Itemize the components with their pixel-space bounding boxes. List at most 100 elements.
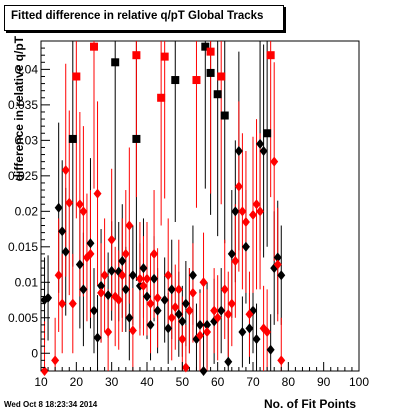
timestamp-footer: Wed Oct 8 18:23:34 2014 (4, 400, 98, 409)
data-point (132, 51, 141, 60)
data-point (157, 93, 166, 102)
data-point (128, 270, 137, 281)
data-point (104, 326, 113, 337)
data-point (79, 284, 88, 295)
data-point (174, 309, 183, 320)
data-point (111, 58, 120, 67)
data-point (256, 138, 265, 149)
x-tick-label: 80 (282, 375, 296, 389)
data-point (44, 292, 53, 303)
data-point (259, 146, 268, 156)
x-tick-label: 10 (34, 375, 48, 389)
data-point (93, 332, 102, 343)
data-point (266, 344, 275, 355)
data-point (234, 146, 243, 156)
y-tick-label: 0.035 (8, 98, 38, 112)
data-point (277, 270, 286, 281)
data-point (150, 273, 159, 284)
data-point (273, 259, 282, 270)
data-point (160, 52, 169, 61)
x-tick-label: 40 (140, 375, 154, 389)
data-point (238, 326, 247, 337)
y-tick-label: 0.005 (8, 311, 38, 325)
data-point (178, 316, 187, 327)
data-point (210, 305, 219, 316)
data-point (164, 323, 173, 334)
data-point (273, 252, 282, 263)
data-point (270, 156, 279, 167)
data-point (121, 284, 130, 295)
data-point (220, 284, 229, 295)
data-point (171, 302, 180, 313)
data-point (245, 323, 254, 334)
data-point (252, 199, 261, 210)
data-point (107, 265, 116, 276)
data-point (188, 270, 197, 281)
data-point (118, 270, 127, 281)
data-point (86, 238, 95, 249)
data-point (241, 241, 250, 252)
data-point (143, 291, 151, 302)
data-point (192, 76, 201, 85)
data-point (135, 273, 144, 284)
data-point (118, 256, 127, 266)
data-point (185, 305, 194, 316)
data-point (132, 134, 141, 143)
x-axis-label: No. of Fit Points (264, 397, 356, 411)
data-point (75, 199, 84, 210)
data-point (203, 326, 212, 337)
data-point (245, 309, 254, 320)
data-point (51, 355, 60, 366)
data-point (227, 248, 236, 259)
y-tick-label: 0.01 (15, 275, 39, 289)
data-point (224, 309, 233, 320)
data-point (54, 270, 63, 281)
data-point (231, 256, 240, 266)
data-point (201, 42, 210, 51)
x-axis: 10 20 30 40 50 60 70 80 90 100 (34, 362, 369, 389)
data-point (114, 295, 123, 306)
data-point (181, 298, 190, 309)
data-point (100, 270, 109, 281)
data-point (97, 280, 106, 291)
data-point (234, 181, 243, 192)
data-point (93, 188, 102, 199)
data-point (146, 319, 155, 330)
data-point (90, 305, 98, 316)
data-point (227, 298, 236, 309)
data-point (40, 366, 49, 376)
data-point (249, 209, 257, 220)
data-point (178, 334, 187, 345)
data-point (217, 305, 226, 316)
data-point (104, 290, 113, 301)
y-tick-label: 0.015 (8, 240, 38, 254)
data-point (199, 277, 208, 288)
data-point (128, 325, 137, 336)
data-point (61, 165, 70, 176)
data-point (139, 263, 148, 274)
chart-title: Fitted difference in relative q/pT Globa… (11, 10, 264, 22)
data-point (256, 206, 265, 217)
y-axis-label: difference in relative q/pT (12, 36, 26, 182)
data-point (213, 90, 222, 99)
x-tick-label: 90 (317, 375, 331, 389)
data-point (160, 295, 169, 306)
data-point (171, 76, 180, 85)
data-point (196, 319, 204, 330)
data-point (68, 134, 77, 143)
data-point (238, 206, 247, 217)
data-point (181, 362, 190, 373)
data-point (54, 202, 63, 213)
x-tick-label: 100 (349, 375, 369, 389)
y-tick-label: 0.025 (8, 169, 38, 183)
data-point (65, 197, 74, 208)
data-point (58, 226, 67, 237)
data-point (146, 298, 155, 309)
data-point (143, 273, 151, 284)
data-point (86, 248, 95, 259)
data-point (125, 312, 134, 323)
data-point (263, 129, 272, 138)
data-point (217, 72, 226, 81)
x-tick-label: 50 (176, 375, 190, 389)
